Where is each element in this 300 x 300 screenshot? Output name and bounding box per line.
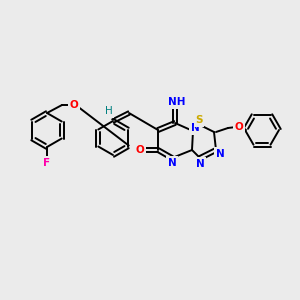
Text: O: O bbox=[136, 145, 144, 155]
Text: S: S bbox=[195, 115, 203, 125]
Text: O: O bbox=[70, 100, 78, 110]
Text: N: N bbox=[196, 159, 204, 169]
Text: N: N bbox=[168, 158, 176, 168]
Text: NH: NH bbox=[168, 97, 186, 107]
Text: N: N bbox=[216, 149, 224, 159]
Text: H: H bbox=[105, 106, 113, 116]
Text: O: O bbox=[235, 122, 243, 132]
Text: N: N bbox=[190, 123, 200, 133]
Text: F: F bbox=[44, 158, 51, 168]
